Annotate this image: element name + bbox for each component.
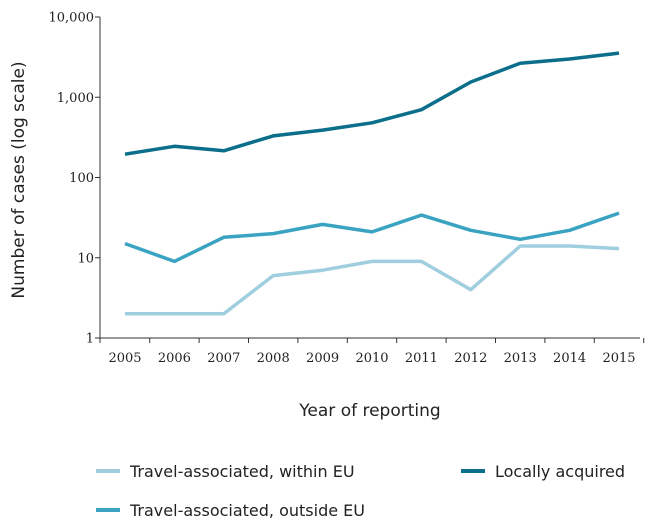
x-tick-label: 2014: [553, 351, 586, 366]
x-tick-label: 2005: [108, 351, 141, 366]
x-tick-label: 2007: [207, 351, 240, 366]
x-tick-label: 2010: [355, 351, 388, 366]
series-line-3: [124, 211, 620, 264]
y-tick-label: 10,000: [49, 11, 95, 26]
y-tick-label: 1: [86, 332, 94, 347]
x-tick-label: 2011: [405, 351, 438, 366]
x-tick-label: 2008: [257, 351, 290, 366]
y-axis-title: Number of cases (log scale): [9, 61, 29, 298]
legend-label: Travel-associated, outside EU: [129, 501, 365, 520]
legend-item: Locally acquired: [461, 462, 625, 481]
x-tick-label: 2012: [454, 351, 487, 366]
x-tick-label: 2015: [602, 351, 635, 366]
y-axis: 1 10 100 1,000 10,000: [49, 11, 101, 347]
x-axis-title: Year of reporting: [298, 401, 440, 421]
legend-item: Travel-associated, outside EU: [96, 501, 365, 520]
y-tick-label: 1,000: [57, 91, 94, 106]
y-tick-label: 100: [69, 171, 94, 186]
x-tick-label: 2006: [158, 351, 191, 366]
series-line-2: [124, 51, 620, 156]
legend-label: Locally acquired: [495, 462, 625, 481]
x-tick-label: 2009: [306, 351, 339, 366]
x-tick-label: 2013: [504, 351, 537, 366]
legend-label: Travel-associated, within EU: [129, 462, 355, 481]
legend: Travel-associated, within EU Locally acqu…: [96, 462, 625, 520]
x-axis: 2005 2006 2007 2008 2009 2010 2011 2012 2013 2014…: [99, 337, 645, 366]
series-lines: [124, 51, 620, 316]
legend-item: Travel-associated, within EU: [96, 462, 355, 481]
series-line-1: [125, 244, 620, 316]
y-tick-label: 10: [77, 251, 94, 266]
